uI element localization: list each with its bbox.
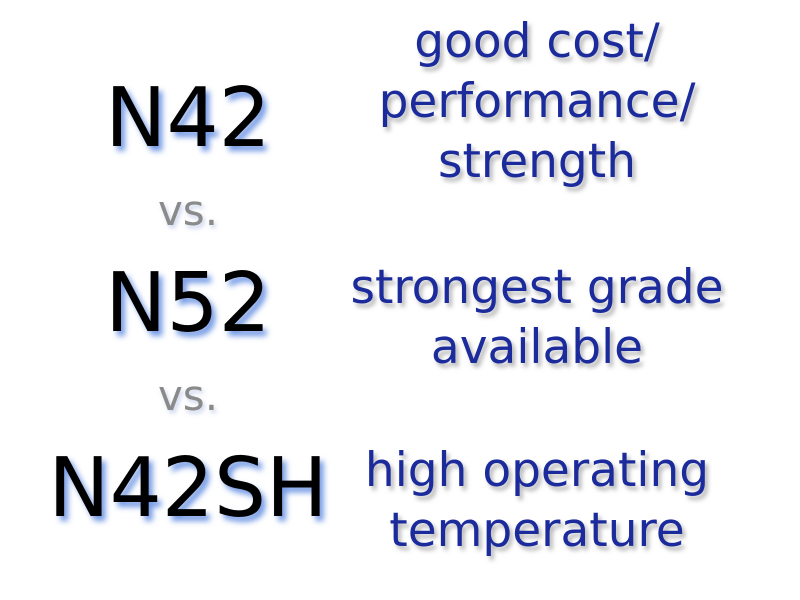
description-line: temperature: [389, 503, 685, 558]
description-line: high operating: [364, 443, 710, 498]
vs-separator: vs.: [157, 186, 219, 235]
description-line: performance/: [378, 74, 696, 129]
description-line: available: [430, 320, 644, 375]
vs-separator: vs.: [157, 371, 219, 420]
description-line: strength: [438, 134, 636, 189]
description-n52: strongest grade available: [300, 258, 774, 378]
description-line: strongest grade: [350, 260, 724, 315]
grade-n42sh: N42SH: [48, 441, 328, 536]
grade-n52: N52: [105, 256, 271, 351]
description-n42: good cost/ performance/ strength: [300, 12, 774, 192]
grade-n42: N42: [105, 71, 271, 166]
description-line: good cost/: [414, 14, 660, 69]
description-n42sh: high operating temperature: [300, 441, 774, 561]
